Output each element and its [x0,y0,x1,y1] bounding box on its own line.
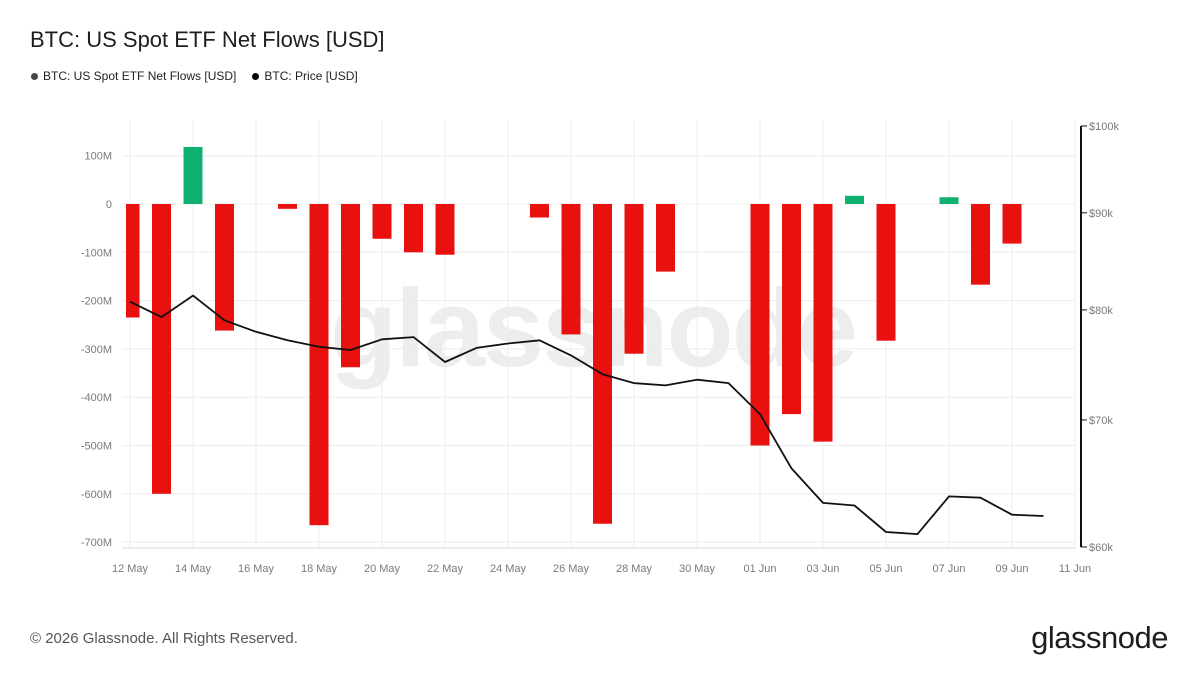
flow-bar [183,147,203,204]
flow-bar [126,204,140,318]
x-tick-label: 30 May [679,563,716,575]
flow-bar [561,204,581,335]
x-tick-label: 16 May [238,563,275,575]
y-tick-label-left: -600M [81,489,112,501]
flow-bar [782,204,801,415]
x-tick-label: 26 May [553,563,590,575]
y-tick-label-left: -300M [81,344,112,356]
flow-bar [152,204,171,494]
legend-flows-label: BTC: US Spot ETF Net Flows [USD] [43,69,237,83]
flow-bar [939,197,959,204]
y-tick-label-right: $90k [1089,208,1113,220]
y-tick-label-left: -500M [81,441,112,453]
x-tick-label: 09 Jun [995,563,1028,575]
legend-flows-dot [31,72,38,80]
chart-title: BTC: US Spot ETF Net Flows [USD] [30,27,385,52]
flow-bar [750,204,770,446]
y-tick-label-left: -400M [81,392,112,404]
legend-item-flows[interactable]: BTC: US Spot ETF Net Flows [USD] [31,69,236,83]
flow-bar [215,204,234,331]
flow-bar [404,204,423,253]
x-tick-label: 22 May [427,563,464,575]
flow-bar [656,204,675,272]
y-tick-label-left: 100M [84,151,112,163]
flow-bar [372,204,392,239]
x-tick-label: 28 May [616,563,653,575]
flow-bar [971,204,990,285]
x-tick-label: 14 May [175,563,212,575]
flow-bar [593,204,612,524]
y-tick-label-left: 0 [106,199,112,211]
copyright-text: © 2026 Glassnode. All Rights Reserved. [30,630,298,647]
y-tick-label-right: $70k [1089,415,1113,427]
x-tick-label: 07 Jun [932,563,965,575]
price-line [129,294,1044,535]
flow-bar [309,204,329,526]
legend-price-label: BTC: Price [USD] [264,69,358,83]
y-tick-label-left: -200M [81,296,112,308]
x-tick-label: 01 Jun [743,563,776,575]
flow-bar [278,204,297,209]
x-tick-label: 18 May [301,563,338,575]
chart-legend: BTC: US Spot ETF Net Flows [USD] BTC: Pr… [31,69,358,83]
y-tick-label-right: $80k [1089,305,1113,317]
x-tick-label: 05 Jun [869,563,902,575]
x-tick-label: 12 May [112,563,149,575]
flow-bar [1002,204,1022,244]
x-tick-label: 11 Jun [1059,563,1091,575]
legend-item-price[interactable]: BTC: Price [USD] [252,69,358,83]
y-tick-label-right: $60k [1089,542,1113,554]
flow-bar [624,204,644,354]
y-tick-label-left: -100M [81,247,112,259]
x-tick-label: 03 Jun [806,563,839,575]
glassnode-logo: glassnode [1031,620,1168,655]
flow-bar [435,204,455,255]
y-tick-label-right: $100k [1089,121,1119,133]
flow-bar [876,204,896,341]
flow-bar [341,204,360,368]
flow-bar [813,204,833,442]
x-tick-label: 20 May [364,563,401,575]
x-tick-label: 24 May [490,563,527,575]
flow-bar [845,195,864,204]
flow-bar [530,204,549,218]
y-tick-label-left: -700M [81,537,112,549]
legend-price-dot [252,72,260,80]
